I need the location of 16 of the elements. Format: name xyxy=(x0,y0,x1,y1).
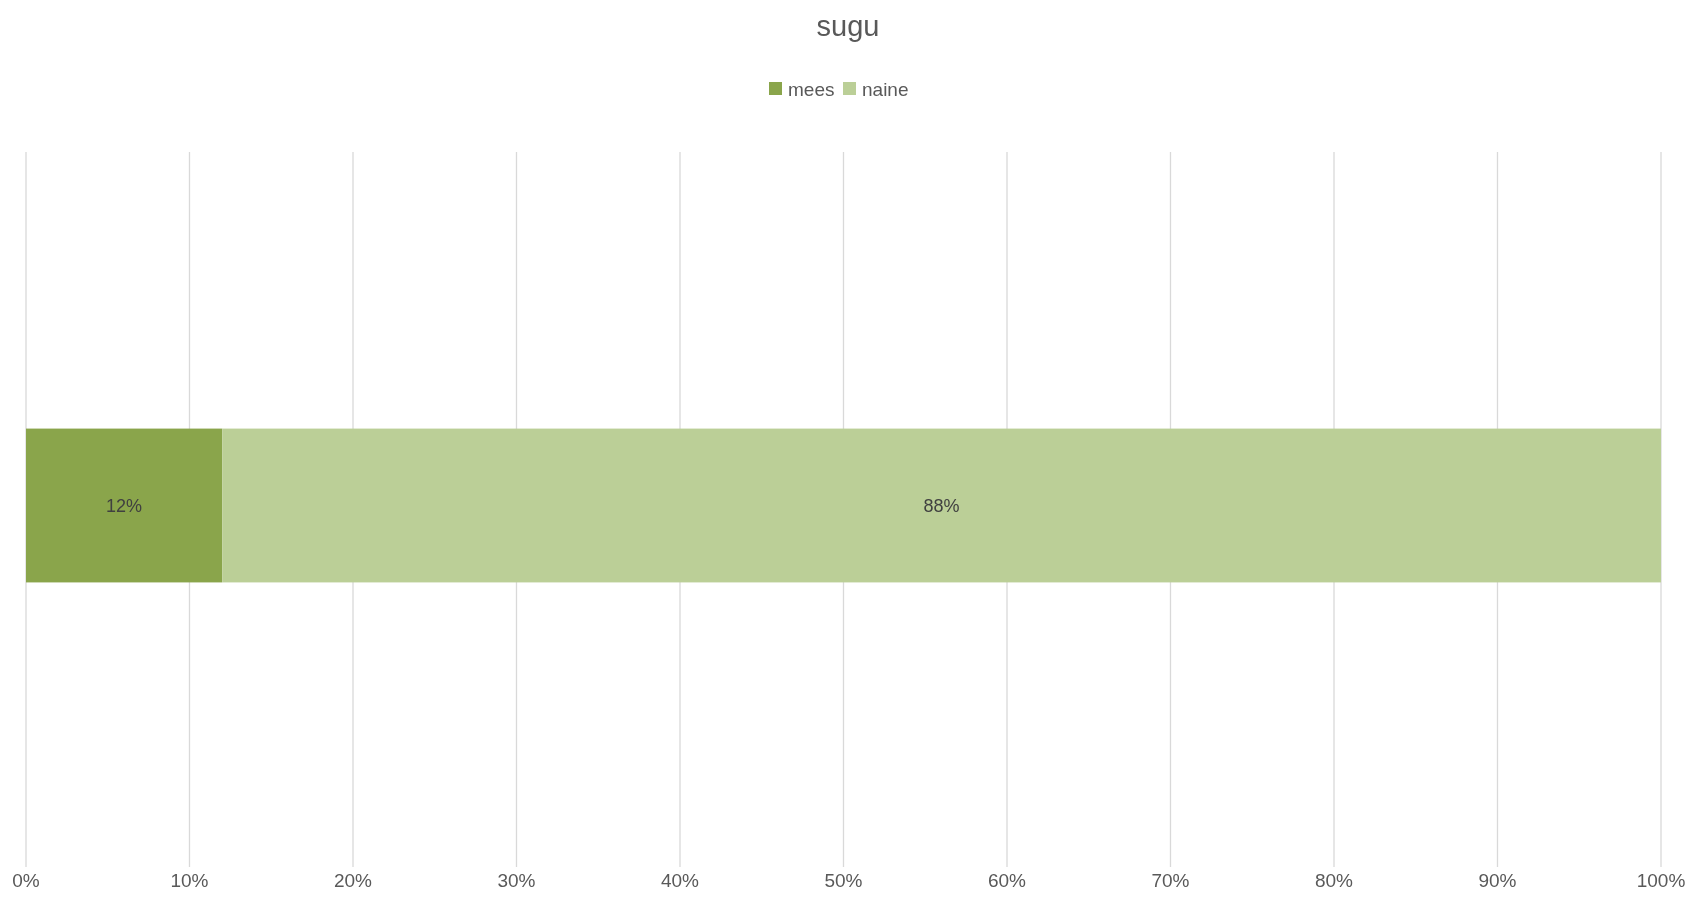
x-tick-label: 10% xyxy=(170,870,209,891)
x-tick-label: 40% xyxy=(660,870,700,891)
x-tick-label: 50% xyxy=(824,870,863,891)
chart-title: sugu xyxy=(816,10,880,42)
x-tick-label: 60% xyxy=(987,870,1027,891)
legend-label: mees xyxy=(788,78,835,100)
x-tick-label: 70% xyxy=(1151,870,1190,891)
data-label: 88% xyxy=(923,495,960,516)
x-tick-label: 100% xyxy=(1636,870,1686,891)
data-label: 12% xyxy=(106,495,143,516)
x-tick-label: 20% xyxy=(333,870,373,891)
x-tick-label: 90% xyxy=(1478,870,1517,891)
legend-label: naine xyxy=(862,78,909,100)
x-tick-label: 30% xyxy=(497,870,536,891)
x-tick-label: 0% xyxy=(12,870,40,891)
x-tick-label: 80% xyxy=(1314,870,1354,891)
